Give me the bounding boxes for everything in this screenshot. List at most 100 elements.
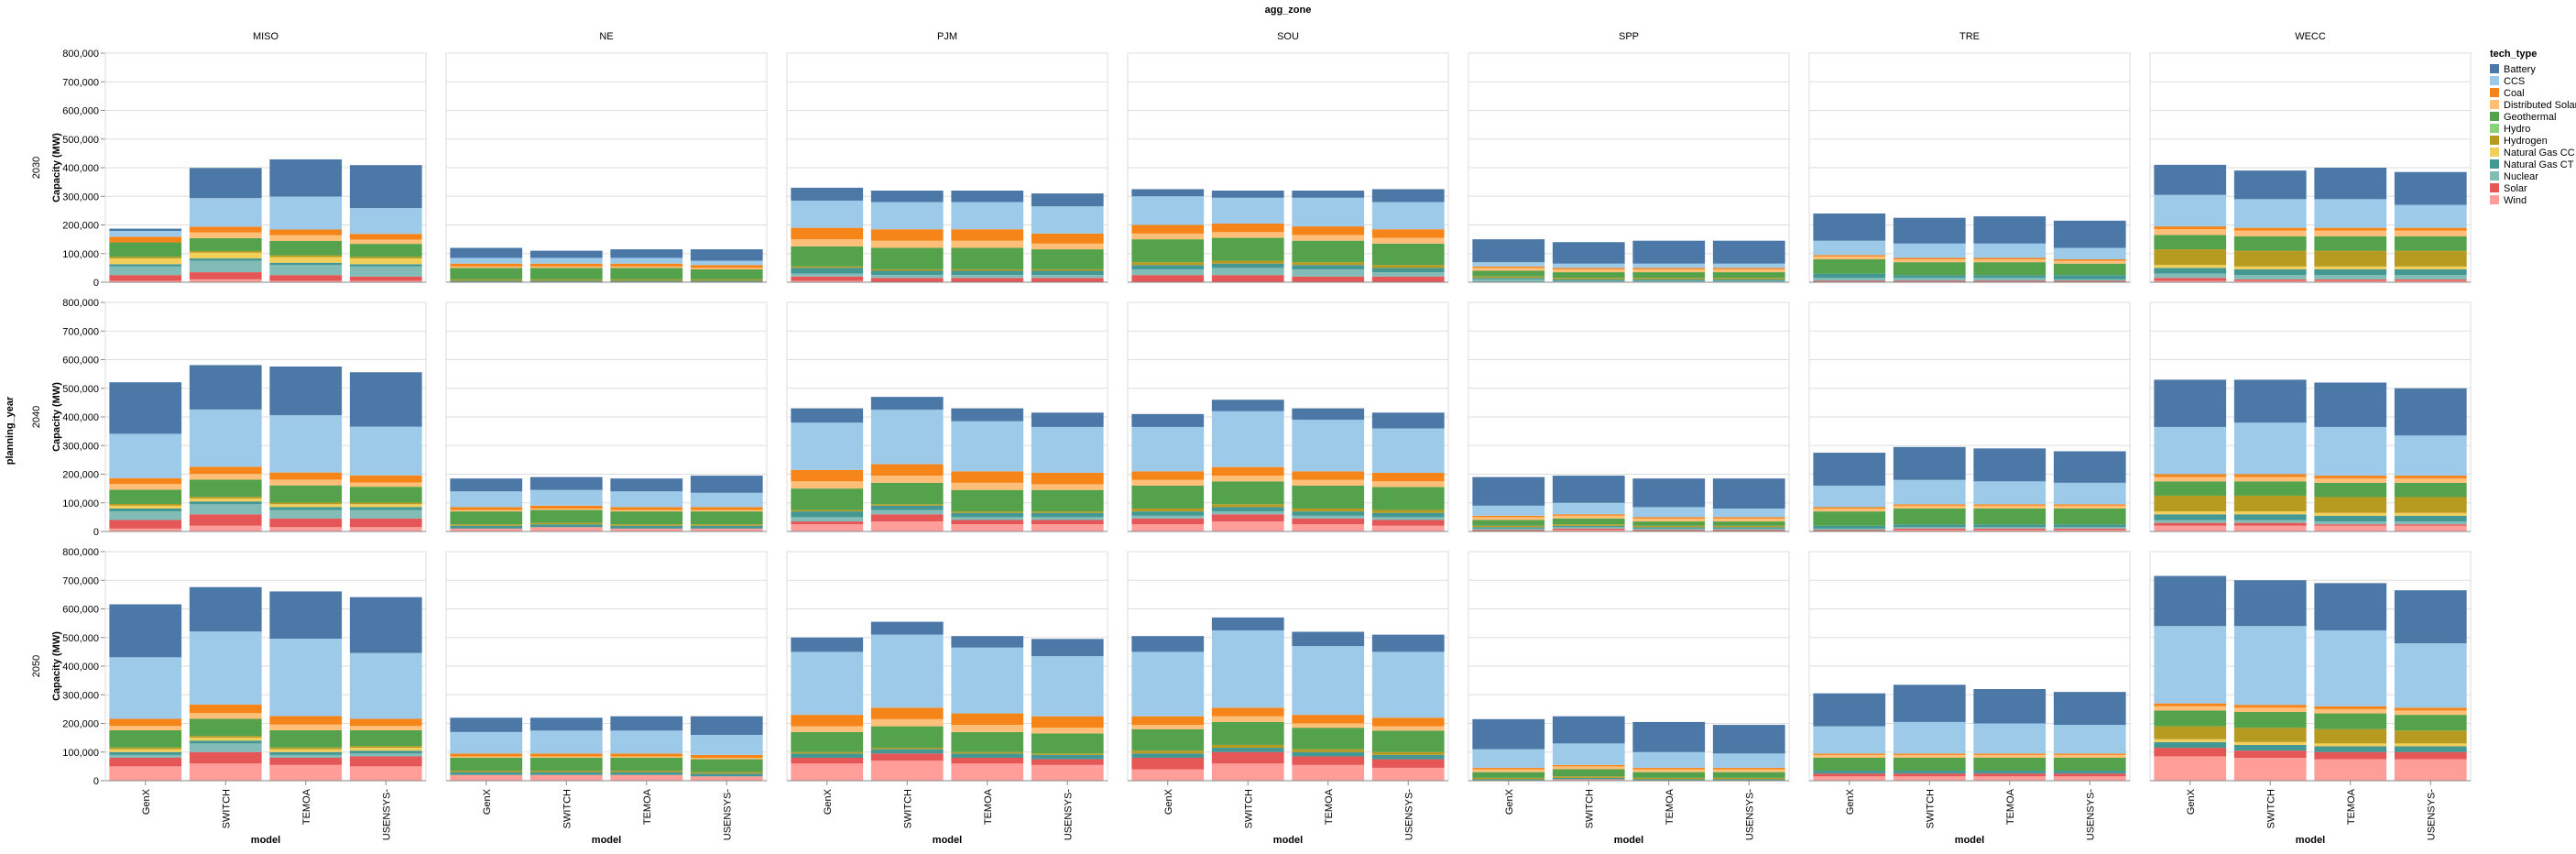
bar-segment-ccs: [2233, 626, 2307, 706]
bar-segment-nuclear: [2394, 275, 2467, 279]
bar-segment-nuclear: [2154, 273, 2227, 279]
bar-segment-hydrogen: [1632, 777, 1706, 780]
bar-segment-solar: [1893, 773, 1966, 777]
bar-segment-nuclear: [349, 509, 422, 519]
bar-segment-coal: [2154, 703, 2227, 706]
bar-segment-solar: [2053, 280, 2126, 282]
bar-segment-natural-gas-cc: [2154, 739, 2227, 742]
bar-segment-battery: [1632, 721, 1706, 752]
bar-segment-geothermal: [870, 247, 944, 269]
legend-swatch: [2490, 171, 2499, 181]
bar-segment-ccs: [791, 200, 864, 228]
bar-segment-solar: [2233, 522, 2307, 526]
bar-segment-geothermal: [2314, 236, 2387, 251]
x-tick-label: GenX: [1845, 788, 1856, 815]
bar-segment-battery: [610, 249, 683, 258]
bar-segment-natural-gas-ct: [189, 501, 262, 505]
bar-segment-ccs: [1973, 723, 2047, 754]
x-tick-label: USENSYS-: [722, 789, 733, 841]
bar-segment-natural-gas-ct: [189, 740, 262, 744]
bar-segment-solar: [269, 758, 343, 765]
bar-segment-coal: [349, 475, 422, 483]
bar-segment-geothermal: [1211, 237, 1284, 261]
bar-segment-geothermal: [2053, 509, 2126, 525]
bar-segment-natural-gas-ct: [1472, 527, 1545, 529]
bar-segment-natural-gas-ct: [1371, 268, 1445, 273]
bar-segment-geothermal: [1472, 772, 1545, 778]
bar-segment-nuclear: [1973, 527, 2047, 529]
bar-segment-geothermal: [1712, 272, 1785, 279]
bar-segment-geothermal: [1712, 772, 1785, 778]
bar-segment-ccs: [109, 231, 182, 237]
year-label-2030: 2030: [31, 157, 42, 179]
bar-segment-wind: [2394, 280, 2467, 282]
bar-segment-natural-gas-cc: [269, 504, 343, 508]
bar-segment-geothermal: [2394, 715, 2467, 731]
year-label-2040: 2040: [31, 406, 42, 428]
bar-segment-natural-gas-ct: [1813, 771, 1886, 774]
bar-segment-natural-gas-ct: [1472, 779, 1545, 781]
bar-segment-ccs: [1552, 263, 1625, 268]
bar-segment-hydrogen: [189, 250, 262, 253]
bar-segment-natural-gas-ct: [349, 750, 422, 754]
bar-segment-geothermal: [791, 731, 864, 752]
bar-segment-ccs: [2053, 725, 2126, 754]
bar-segment-coal: [791, 715, 864, 727]
y-tick-label: 600,000: [62, 605, 99, 616]
bar-segment-natural-gas-ct: [1292, 265, 1365, 269]
bar-segment-coal: [690, 507, 763, 510]
bar-segment-wind: [529, 527, 603, 531]
bar-segment-distributed-solar: [1552, 766, 1625, 770]
bar-segment-distributed-solar: [1632, 769, 1706, 772]
legend-item-label: Hydrogen: [2504, 136, 2548, 147]
bar-segment-geothermal: [1813, 758, 1886, 772]
bar-segment-coal: [2314, 227, 2387, 231]
bar-segment-battery: [870, 621, 944, 635]
bar-segment-hydrogen: [1292, 509, 1365, 512]
bar-segment-coal: [1712, 268, 1785, 269]
bar-segment-coal: [1813, 753, 1886, 755]
bar-segment-coal: [189, 704, 262, 714]
x-tick-label: SWITCH: [1243, 789, 1254, 828]
bar-segment-coal: [269, 472, 343, 480]
y-tick-label: 100,000: [62, 748, 99, 759]
bar-segment-natural-gas-ct: [2053, 524, 2126, 528]
zone-header-tre: TRE: [1959, 31, 1980, 42]
bar-segment-wind: [269, 280, 343, 282]
y-tick-label: 700,000: [62, 77, 99, 88]
bar-segment-solar: [2314, 524, 2387, 526]
bar-segment-natural-gas-ct: [610, 525, 683, 529]
bar-segment-battery: [1131, 189, 1205, 197]
y-tick-label: 500,000: [62, 135, 99, 146]
bar-segment-nuclear: [2233, 520, 2307, 523]
bar-segment-distributed-solar: [791, 726, 864, 732]
bar-segment-distributed-solar: [1131, 479, 1205, 486]
bar-segment-nuclear: [791, 517, 864, 522]
x-axis-title: model: [1614, 835, 1643, 846]
bar-segment-solar: [870, 753, 944, 761]
bar-segment-ccs: [690, 260, 763, 266]
bar-segment-distributed-solar: [450, 266, 523, 268]
bar-segment-coal: [791, 227, 864, 240]
bar-segment-natural-gas-ct: [870, 270, 944, 276]
bar-segment-natural-gas-cc: [189, 738, 262, 741]
row-facet-title: planning_year: [5, 396, 16, 465]
bar-segment-ccs: [951, 647, 1024, 714]
bar-segment-distributed-solar: [2314, 478, 2387, 483]
bar-segment-ccs: [2154, 626, 2227, 704]
bar-segment-nuclear: [1131, 268, 1205, 276]
bar-segment-solar: [951, 758, 1024, 764]
bar-segment-distributed-solar: [2154, 476, 2227, 482]
bar-segment-geothermal: [109, 489, 182, 504]
zone-header-spp: SPP: [1619, 31, 1639, 42]
legend-swatch: [2490, 100, 2499, 109]
bar-segment-natural-gas-ct: [269, 751, 343, 755]
bar-segment-battery: [2394, 171, 2467, 205]
bar-segment-hydrogen: [1712, 525, 1785, 528]
bar-segment-geothermal: [450, 511, 523, 525]
bar-segment-battery: [2394, 388, 2467, 436]
bar-segment-hydrogen: [1211, 260, 1284, 264]
bar-segment-solar: [1712, 530, 1785, 531]
bar-segment-battery: [690, 476, 763, 493]
